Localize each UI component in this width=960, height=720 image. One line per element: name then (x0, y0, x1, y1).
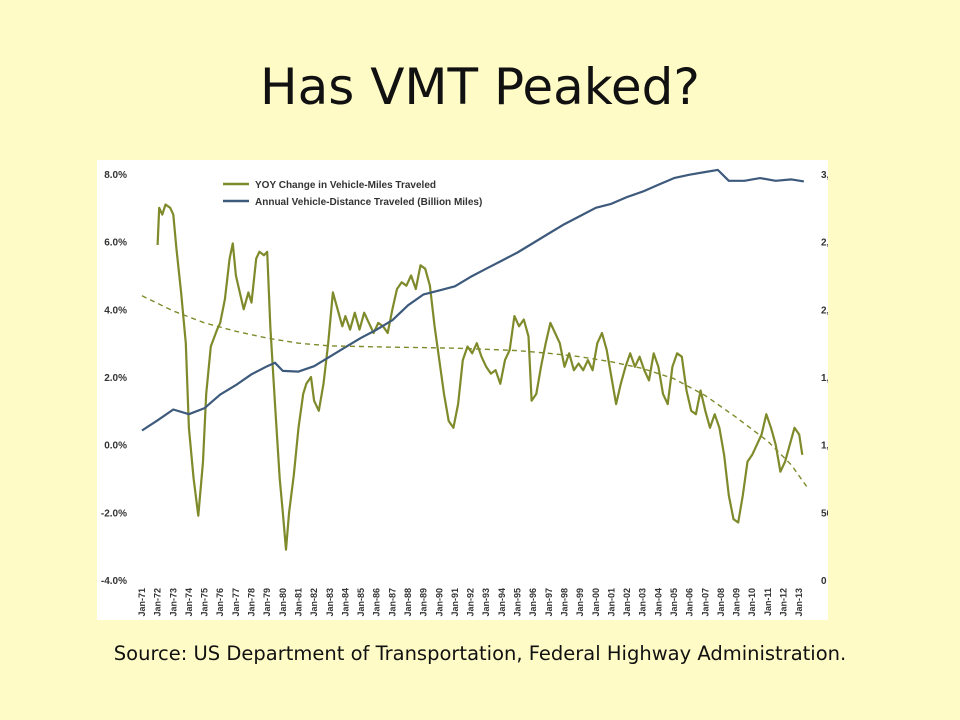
x-axis-tick-label: Jan-71 (137, 588, 147, 617)
x-axis-tick-label: Jan-90 (434, 588, 444, 617)
series-line-1 (141, 168, 805, 432)
x-axis-tick-label: Jan-88 (403, 588, 413, 617)
series-line-0 (156, 203, 804, 551)
left-axis-tick-label: -2.0% (101, 508, 127, 519)
right-axis-tick-label: 1,000 (821, 441, 828, 452)
right-axis-tick-label: 1,500 (821, 373, 828, 384)
x-axis-tick-label: Jan-04 (653, 588, 663, 617)
x-axis-tick-label: Jan-91 (450, 588, 460, 617)
legend-entry: YOY Change in Vehicle-Miles Traveled (255, 180, 436, 191)
x-axis-tick-label: Jan-80 (278, 588, 288, 617)
x-axis-tick-label: Jan-74 (184, 588, 194, 617)
x-axis-tick-label: Jan-89 (419, 588, 429, 617)
right-axis-tick-label: 500 (821, 508, 828, 519)
left-axis-tick-label: 8.0% (104, 170, 127, 181)
right-axis-tick-label: 2,500 (821, 238, 828, 249)
right-axis-tick-label: 3,000 (821, 170, 828, 181)
x-axis-tick-label: Jan-92 (466, 588, 476, 617)
x-axis-tick-label: Jan-99 (575, 588, 585, 617)
x-axis-tick-label: Jan-77 (231, 588, 241, 617)
left-axis-tick-label: 2.0% (104, 373, 127, 384)
left-axis-tick-label: 4.0% (104, 305, 127, 316)
x-axis-tick-label: Jan-94 (497, 588, 507, 617)
x-axis-tick-label: Jan-83 (325, 588, 335, 617)
x-axis-tick-label: Jan-98 (559, 588, 569, 617)
x-axis-tick-label: Jan-05 (669, 588, 679, 617)
x-axis-tick-label: Jan-85 (356, 588, 366, 617)
x-axis-tick-label: Jan-79 (262, 588, 272, 617)
left-axis-tick-label: -4.0% (101, 576, 127, 587)
x-axis-tick-label: Jan-84 (340, 588, 350, 617)
trend-dashed-line (141, 295, 808, 488)
x-axis-tick-label: Jan-03 (638, 588, 648, 617)
x-axis-tick-label: Jan-01 (606, 588, 616, 617)
source-note: Source: US Department of Transportation,… (113, 642, 847, 665)
chart-area: 8.0% 6.0% 4.0% 2.0% 0.0% -2.0% -4.0% 3,000 2,500… (97, 160, 828, 620)
chart-legend: YOY Change in Vehicle-Miles Traveled Annu… (223, 180, 482, 208)
x-axis-tick-label: Jan-76 (215, 588, 225, 617)
chart-axes: 8.0% 6.0% 4.0% 2.0% 0.0% -2.0% -4.0% 3,000 2,500… (101, 170, 828, 617)
x-axis-tick-label: Jan-06 (685, 588, 695, 617)
left-axis-tick-label: 0.0% (104, 441, 127, 452)
legend-entry: Annual Vehicle-Distance Traveled (Billio… (255, 197, 482, 208)
x-axis-tick-label: Jan-87 (387, 588, 397, 617)
chart-series (141, 168, 808, 551)
right-axis-tick-label: 0 (821, 576, 827, 587)
x-axis-tick-label: Jan-82 (309, 588, 319, 617)
x-axis-tick-label: Jan-96 (528, 588, 538, 617)
x-axis-tick-label: Jan-00 (591, 588, 601, 617)
vmt-chart: 8.0% 6.0% 4.0% 2.0% 0.0% -2.0% -4.0% 3,000 2,500… (101, 168, 828, 617)
x-axis-tick-label: Jan-78 (247, 588, 257, 617)
x-axis-tick-label: Jan-93 (481, 588, 491, 617)
x-axis-tick-label: Jan-97 (544, 588, 554, 617)
right-axis-tick-label: 2,000 (821, 305, 828, 316)
x-axis-tick-label: Jan-07 (700, 588, 710, 617)
slide-title: Has VMT Peaked? (260, 58, 700, 116)
x-axis-tick-label: Jan-73 (168, 588, 178, 617)
x-axis-tick-label: Jan-10 (747, 588, 757, 617)
left-axis-tick-label: 6.0% (104, 238, 127, 249)
x-axis-tick-label: Jan-86 (372, 588, 382, 617)
x-axis-tick-label: Jan-09 (732, 588, 742, 617)
x-axis-tick-label: Jan-72 (153, 588, 163, 617)
x-axis-tick-label: Jan-08 (716, 588, 726, 617)
x-axis-tick-label: Jan-13 (794, 588, 804, 617)
x-axis-tick-label: Jan-12 (779, 588, 789, 617)
x-axis-tick-label: Jan-81 (293, 588, 303, 617)
x-axis-tick-label: Jan-95 (513, 588, 523, 617)
x-axis-tick-label: Jan-75 (200, 588, 210, 617)
x-axis-tick-label: Jan-02 (622, 588, 632, 617)
x-axis-tick-label: Jan-11 (763, 588, 773, 616)
